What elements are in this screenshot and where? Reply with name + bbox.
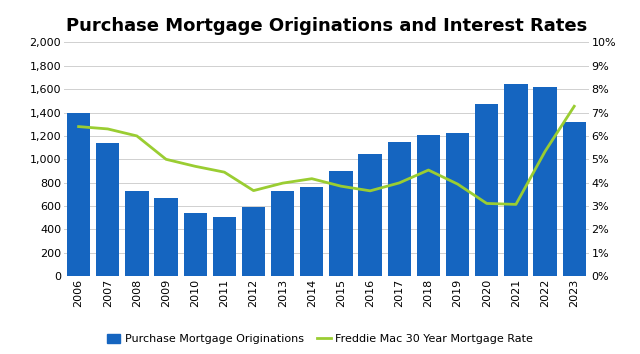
- Legend: Purchase Mortgage Originations, Freddie Mac 30 Year Mortgage Rate: Purchase Mortgage Originations, Freddie …: [102, 329, 538, 348]
- Bar: [271, 191, 294, 276]
- Title: Purchase Mortgage Originations and Interest Rates: Purchase Mortgage Originations and Inter…: [66, 17, 587, 35]
- Bar: [358, 154, 382, 276]
- Bar: [563, 122, 586, 276]
- Bar: [446, 133, 469, 276]
- Bar: [533, 87, 557, 276]
- Bar: [300, 187, 323, 276]
- Bar: [154, 199, 178, 276]
- Bar: [96, 143, 120, 276]
- Bar: [475, 104, 499, 276]
- Bar: [504, 84, 527, 276]
- Bar: [330, 171, 353, 276]
- Bar: [67, 113, 90, 276]
- Bar: [125, 191, 148, 276]
- Bar: [388, 142, 411, 276]
- Bar: [184, 213, 207, 276]
- Bar: [212, 217, 236, 276]
- Bar: [242, 207, 265, 276]
- Bar: [417, 135, 440, 276]
